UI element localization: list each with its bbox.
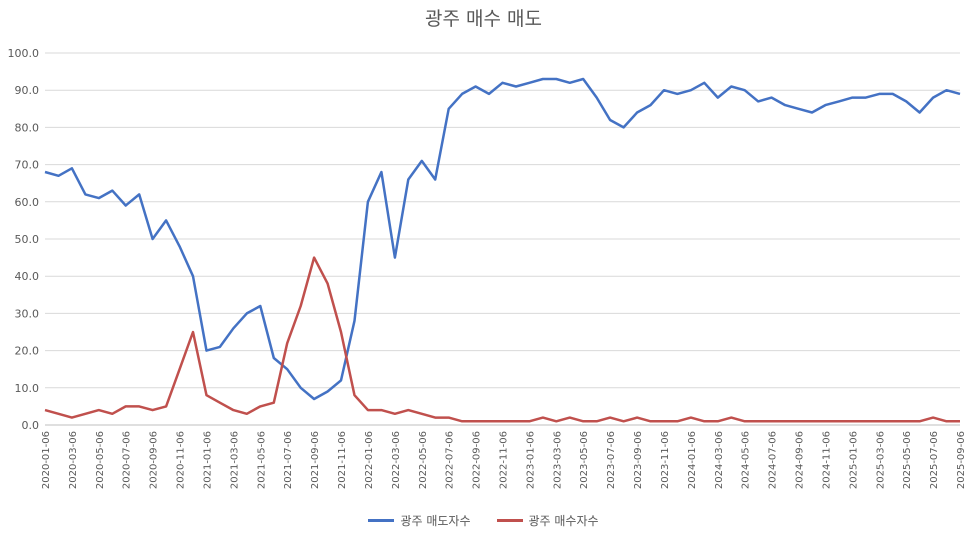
y-tick-label: 60.0 <box>15 196 40 209</box>
legend: 광주 매도자수 광주 매수자수 <box>0 512 967 529</box>
y-tick-label: 70.0 <box>15 159 40 172</box>
x-tick-label: 2020-01-06 <box>41 431 52 489</box>
x-tick-label: 2022-01-06 <box>364 431 375 489</box>
x-tick-label: 2025-09-06 <box>956 431 967 489</box>
x-tick-label: 2021-07-06 <box>283 431 294 489</box>
y-tick-label: 80.0 <box>15 121 40 134</box>
x-tick-label: 2022-09-06 <box>472 431 483 489</box>
y-tick-label: 0.0 <box>22 419 40 432</box>
chart-title: 광주 매수 매도 <box>425 8 542 30</box>
legend-label-sell: 광주 매도자수 <box>400 514 471 528</box>
x-tick-label: 2024-07-06 <box>768 431 779 489</box>
x-tick-label: 2024-05-06 <box>741 431 752 489</box>
y-tick-label: 20.0 <box>15 345 40 358</box>
x-tick-label: 2023-03-06 <box>552 431 563 489</box>
legend-swatch-sell <box>368 519 395 522</box>
x-tick-label: 2021-05-06 <box>256 431 267 489</box>
x-tick-label: 2022-05-06 <box>418 431 429 489</box>
legend-item-sell: 광주 매도자수 <box>368 512 471 529</box>
y-tick-label: 50.0 <box>15 233 40 246</box>
x-tick-label: 2020-09-06 <box>149 431 160 489</box>
x-tick-label: 2024-01-06 <box>687 431 698 489</box>
x-tick-label: 2022-07-06 <box>445 431 456 489</box>
x-tick-label: 2020-05-06 <box>95 431 106 489</box>
y-tick-label: 40.0 <box>15 270 40 283</box>
legend-item-buy: 광주 매수자수 <box>496 512 599 529</box>
y-tick-label: 100.0 <box>8 47 40 60</box>
series-line-sell <box>44 77 961 401</box>
x-tick-label: 2020-11-06 <box>176 431 187 489</box>
x-tick-label: 2021-11-06 <box>337 431 348 489</box>
x-tick-label: 2024-09-06 <box>795 431 806 489</box>
x-tick-label: 2025-01-06 <box>848 431 859 489</box>
x-tick-label: 2023-09-06 <box>633 431 644 489</box>
y-tick-label: 90.0 <box>15 84 40 97</box>
legend-swatch-buy <box>496 519 523 522</box>
y-tick-label: 10.0 <box>15 382 40 395</box>
x-tick-label: 2020-03-06 <box>68 431 79 489</box>
x-tick-label: 2021-09-06 <box>310 431 321 489</box>
x-tick-label: 2025-05-06 <box>902 431 913 489</box>
y-tick-label: 30.0 <box>15 307 40 320</box>
x-tick-label: 2023-07-06 <box>606 431 617 489</box>
x-tick-label: 2022-11-06 <box>499 431 510 489</box>
x-tick-label: 2024-11-06 <box>821 431 832 489</box>
x-tick-label: 2023-11-06 <box>660 431 671 489</box>
series-line-buy <box>44 256 960 423</box>
x-tick-label: 2024-03-06 <box>714 431 725 489</box>
x-tick-label: 2022-03-06 <box>391 431 402 489</box>
x-tick-label: 2023-01-06 <box>525 431 536 489</box>
x-tick-label: 2021-03-06 <box>229 431 240 489</box>
x-tick-label: 2021-01-06 <box>202 431 213 489</box>
x-tick-label: 2020-07-06 <box>122 431 133 489</box>
x-tick-label: 2025-03-06 <box>875 431 886 489</box>
x-tick-label: 2025-07-06 <box>929 431 940 489</box>
x-tick-label: 2023-05-06 <box>579 431 590 489</box>
legend-label-buy: 광주 매수자수 <box>528 514 599 528</box>
